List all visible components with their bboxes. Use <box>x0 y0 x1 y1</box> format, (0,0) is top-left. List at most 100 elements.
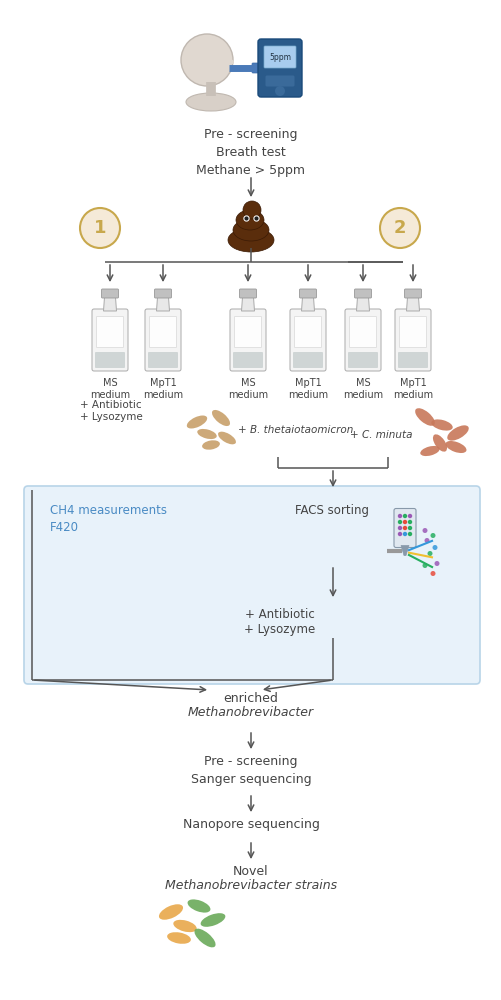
Text: 2: 2 <box>393 219 405 237</box>
FancyBboxPatch shape <box>290 309 325 371</box>
Circle shape <box>430 533 435 538</box>
Ellipse shape <box>200 913 225 927</box>
FancyBboxPatch shape <box>239 289 256 298</box>
Polygon shape <box>406 297 419 311</box>
Ellipse shape <box>432 434 446 452</box>
Ellipse shape <box>419 446 439 456</box>
FancyBboxPatch shape <box>96 316 123 348</box>
Text: + Antibiotic
+ Lysozyme: + Antibiotic + Lysozyme <box>80 400 142 422</box>
Text: Methanobrevibacter: Methanobrevibacter <box>187 706 314 719</box>
Circle shape <box>422 563 427 568</box>
FancyBboxPatch shape <box>264 46 296 68</box>
Text: FACS sorting: FACS sorting <box>295 504 368 517</box>
FancyBboxPatch shape <box>399 316 426 348</box>
Polygon shape <box>103 297 116 311</box>
Text: enriched: enriched <box>223 692 278 705</box>
Ellipse shape <box>167 932 190 944</box>
Circle shape <box>434 561 438 566</box>
Ellipse shape <box>173 920 196 932</box>
Text: 5ppm: 5ppm <box>269 52 291 62</box>
Ellipse shape <box>242 201 261 219</box>
Circle shape <box>424 538 429 543</box>
Circle shape <box>181 34 232 86</box>
Circle shape <box>397 526 401 530</box>
Text: + Antibiotic
+ Lysozyme: + Antibiotic + Lysozyme <box>244 608 315 636</box>
Text: Pre - screening
Breath test
Methane > 5ppm: Pre - screening Breath test Methane > 5p… <box>196 128 305 177</box>
Ellipse shape <box>232 219 269 241</box>
FancyBboxPatch shape <box>347 352 377 368</box>
Polygon shape <box>241 297 254 311</box>
Circle shape <box>407 514 411 518</box>
Polygon shape <box>301 297 314 311</box>
Ellipse shape <box>430 419 452 431</box>
Text: MpT1
medium: MpT1 medium <box>143 378 183 400</box>
Circle shape <box>407 532 411 536</box>
Circle shape <box>397 532 401 536</box>
Circle shape <box>402 514 406 518</box>
FancyBboxPatch shape <box>95 352 125 368</box>
Circle shape <box>397 514 401 518</box>
Text: MpT1
medium: MpT1 medium <box>392 378 432 400</box>
Circle shape <box>402 526 406 530</box>
FancyBboxPatch shape <box>229 309 266 371</box>
Text: + B. thetaiotaomicron: + B. thetaiotaomicron <box>237 425 353 435</box>
Ellipse shape <box>223 59 233 65</box>
Ellipse shape <box>444 441 465 453</box>
Polygon shape <box>400 546 408 556</box>
Circle shape <box>407 526 411 530</box>
FancyBboxPatch shape <box>265 76 294 87</box>
Text: CH4 measurements
F420: CH4 measurements F420 <box>50 504 167 534</box>
Ellipse shape <box>186 93 235 111</box>
FancyBboxPatch shape <box>299 289 316 298</box>
Circle shape <box>430 571 435 576</box>
Circle shape <box>422 528 427 533</box>
FancyBboxPatch shape <box>101 289 118 298</box>
FancyBboxPatch shape <box>354 289 371 298</box>
Text: 1: 1 <box>94 219 106 237</box>
FancyBboxPatch shape <box>148 352 178 368</box>
Circle shape <box>379 208 419 248</box>
Circle shape <box>407 520 411 524</box>
FancyBboxPatch shape <box>394 309 430 371</box>
Circle shape <box>275 86 285 96</box>
FancyBboxPatch shape <box>232 352 263 368</box>
Text: MS
medium: MS medium <box>342 378 382 400</box>
Circle shape <box>427 551 432 556</box>
Ellipse shape <box>235 210 264 230</box>
Ellipse shape <box>227 228 274 252</box>
Ellipse shape <box>186 416 207 428</box>
FancyBboxPatch shape <box>404 289 421 298</box>
Circle shape <box>402 532 406 536</box>
Ellipse shape <box>194 929 215 947</box>
Ellipse shape <box>159 904 183 920</box>
Text: Nanopore sequencing: Nanopore sequencing <box>182 818 319 831</box>
FancyBboxPatch shape <box>293 352 322 368</box>
Circle shape <box>80 208 120 248</box>
FancyBboxPatch shape <box>344 309 380 371</box>
Text: Novel: Novel <box>233 865 268 878</box>
Ellipse shape <box>446 425 468 441</box>
Ellipse shape <box>414 408 434 426</box>
FancyBboxPatch shape <box>294 316 321 348</box>
FancyBboxPatch shape <box>234 316 261 348</box>
Circle shape <box>432 545 437 550</box>
Ellipse shape <box>211 410 229 426</box>
Ellipse shape <box>187 899 210 913</box>
Circle shape <box>402 520 406 524</box>
FancyBboxPatch shape <box>349 316 376 348</box>
Text: + C. minuta: + C. minuta <box>349 430 412 440</box>
FancyBboxPatch shape <box>252 63 259 73</box>
FancyBboxPatch shape <box>92 309 128 371</box>
Ellipse shape <box>197 429 216 439</box>
FancyBboxPatch shape <box>397 352 427 368</box>
Text: Methanobrevibacter strains: Methanobrevibacter strains <box>165 879 336 892</box>
Circle shape <box>397 520 401 524</box>
FancyBboxPatch shape <box>145 309 181 371</box>
FancyBboxPatch shape <box>154 289 171 298</box>
FancyBboxPatch shape <box>149 316 176 348</box>
Ellipse shape <box>217 432 235 444</box>
FancyBboxPatch shape <box>258 39 302 97</box>
Text: MS
medium: MS medium <box>90 378 130 400</box>
Text: MS
medium: MS medium <box>227 378 268 400</box>
Polygon shape <box>156 297 169 311</box>
